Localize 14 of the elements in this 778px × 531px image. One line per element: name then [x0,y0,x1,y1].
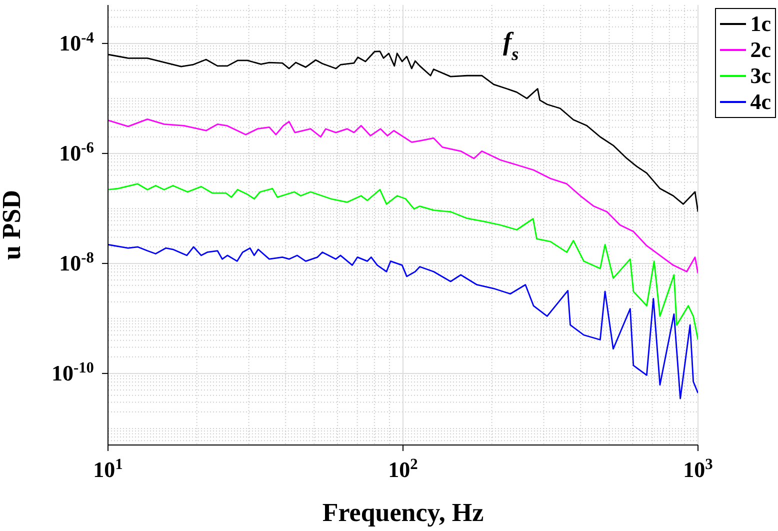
x-tick-label: 10$^{2}$ [388,456,418,482]
x-tick-label: 10$^{1}$ [93,456,123,482]
legend-label: 4c [750,89,771,115]
x-tick-label: 10$^{3}$ [683,456,714,482]
y-axis-title: u PSD [0,190,26,260]
legend-label: 3c [750,63,771,89]
legend-label: 2c [750,37,771,63]
legend-label: 1c [750,11,771,37]
y-tick-label: 10$^{-8}$ [59,248,94,276]
y-tick-label: 10$^{-6}$ [59,138,94,166]
y-tick-label: 10$^{-10}$ [51,358,94,386]
y-tick-label: 10$^{-4}$ [59,28,94,56]
annotation: f$_{s}$ [503,27,519,64]
x-axis-title: Frequency, Hz [322,498,484,527]
